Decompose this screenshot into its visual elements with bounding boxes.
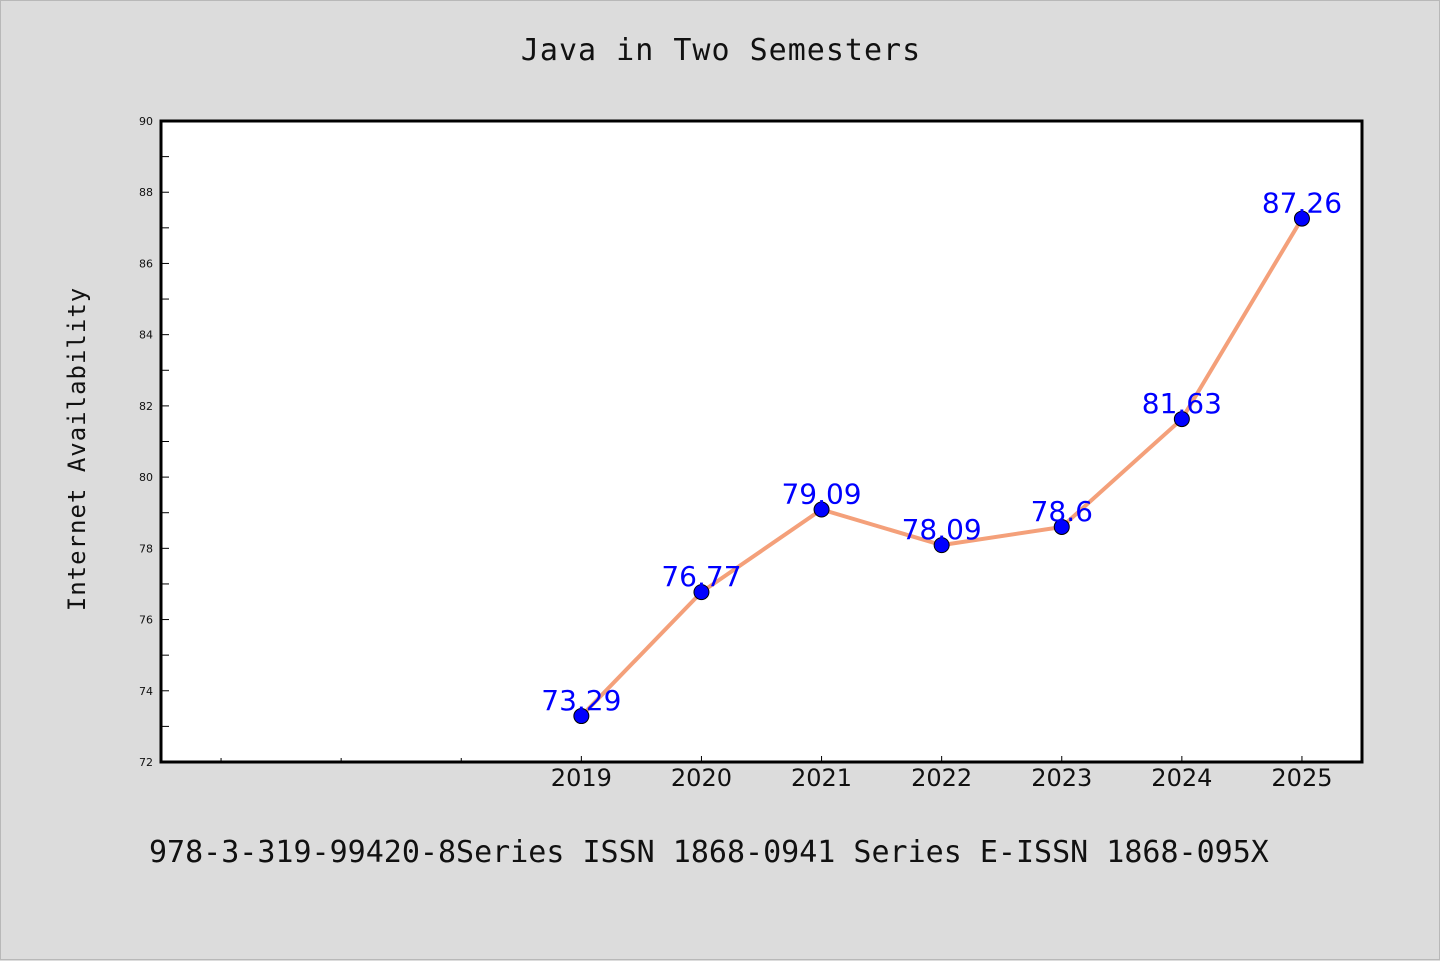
data-label: 73.29: [541, 684, 621, 717]
data-point: [933, 537, 950, 554]
data-point: [813, 501, 830, 518]
y-tick-label: 74: [139, 685, 153, 698]
x-tick-label: 2023: [1031, 764, 1092, 792]
data-label: 76.77: [661, 560, 741, 593]
y-tick-label: 90: [139, 115, 153, 128]
x-tick-label: 2025: [1271, 764, 1332, 792]
x-tick-label: 2020: [671, 764, 732, 792]
x-tick-label: 2021: [791, 764, 852, 792]
x-tick-label: 2024: [1151, 764, 1212, 792]
data-labels-group: 73.29 76.77 79.09 78.09 78.6 81.63 87.26: [541, 187, 1342, 717]
data-label: 78.09: [902, 513, 982, 546]
plot-area: [159, 119, 1364, 764]
chart-title: Java in Two Semesters: [520, 33, 922, 68]
data-point: [573, 708, 590, 725]
y-axis-label: Internet Availability: [63, 287, 91, 611]
x-tick-label: 2019: [551, 764, 612, 792]
y-tick-label: 82: [139, 400, 153, 413]
data-label: 78.6: [1031, 495, 1093, 528]
data-label: 81.63: [1142, 387, 1222, 420]
series-line-group: [573, 210, 1310, 725]
y-tick-label: 78: [139, 542, 153, 555]
y-axis: 72 74 76 78 80 82 84 86 88 90: [139, 115, 169, 769]
y-tick-label: 80: [139, 471, 153, 484]
y-tick-label: 88: [139, 186, 153, 199]
isbn-footer: 978-3-319-99420-8Series ISSN 1868-0941 S…: [149, 835, 1269, 870]
y-tick-label: 72: [139, 756, 153, 769]
x-tick-label: 2022: [911, 764, 972, 792]
y-tick-label: 86: [139, 257, 153, 270]
data-point: [1293, 210, 1310, 227]
data-point: [1053, 518, 1070, 535]
y-tick-label: 76: [139, 614, 153, 627]
y-tick-label: 84: [139, 329, 153, 342]
data-label: 79.09: [781, 478, 861, 511]
data-point: [693, 584, 710, 601]
x-axis: 2019 2020 2021 2022 2023 2024 2025: [220, 756, 1332, 792]
data-point: [1173, 411, 1190, 428]
data-label: 87.26: [1262, 187, 1342, 220]
